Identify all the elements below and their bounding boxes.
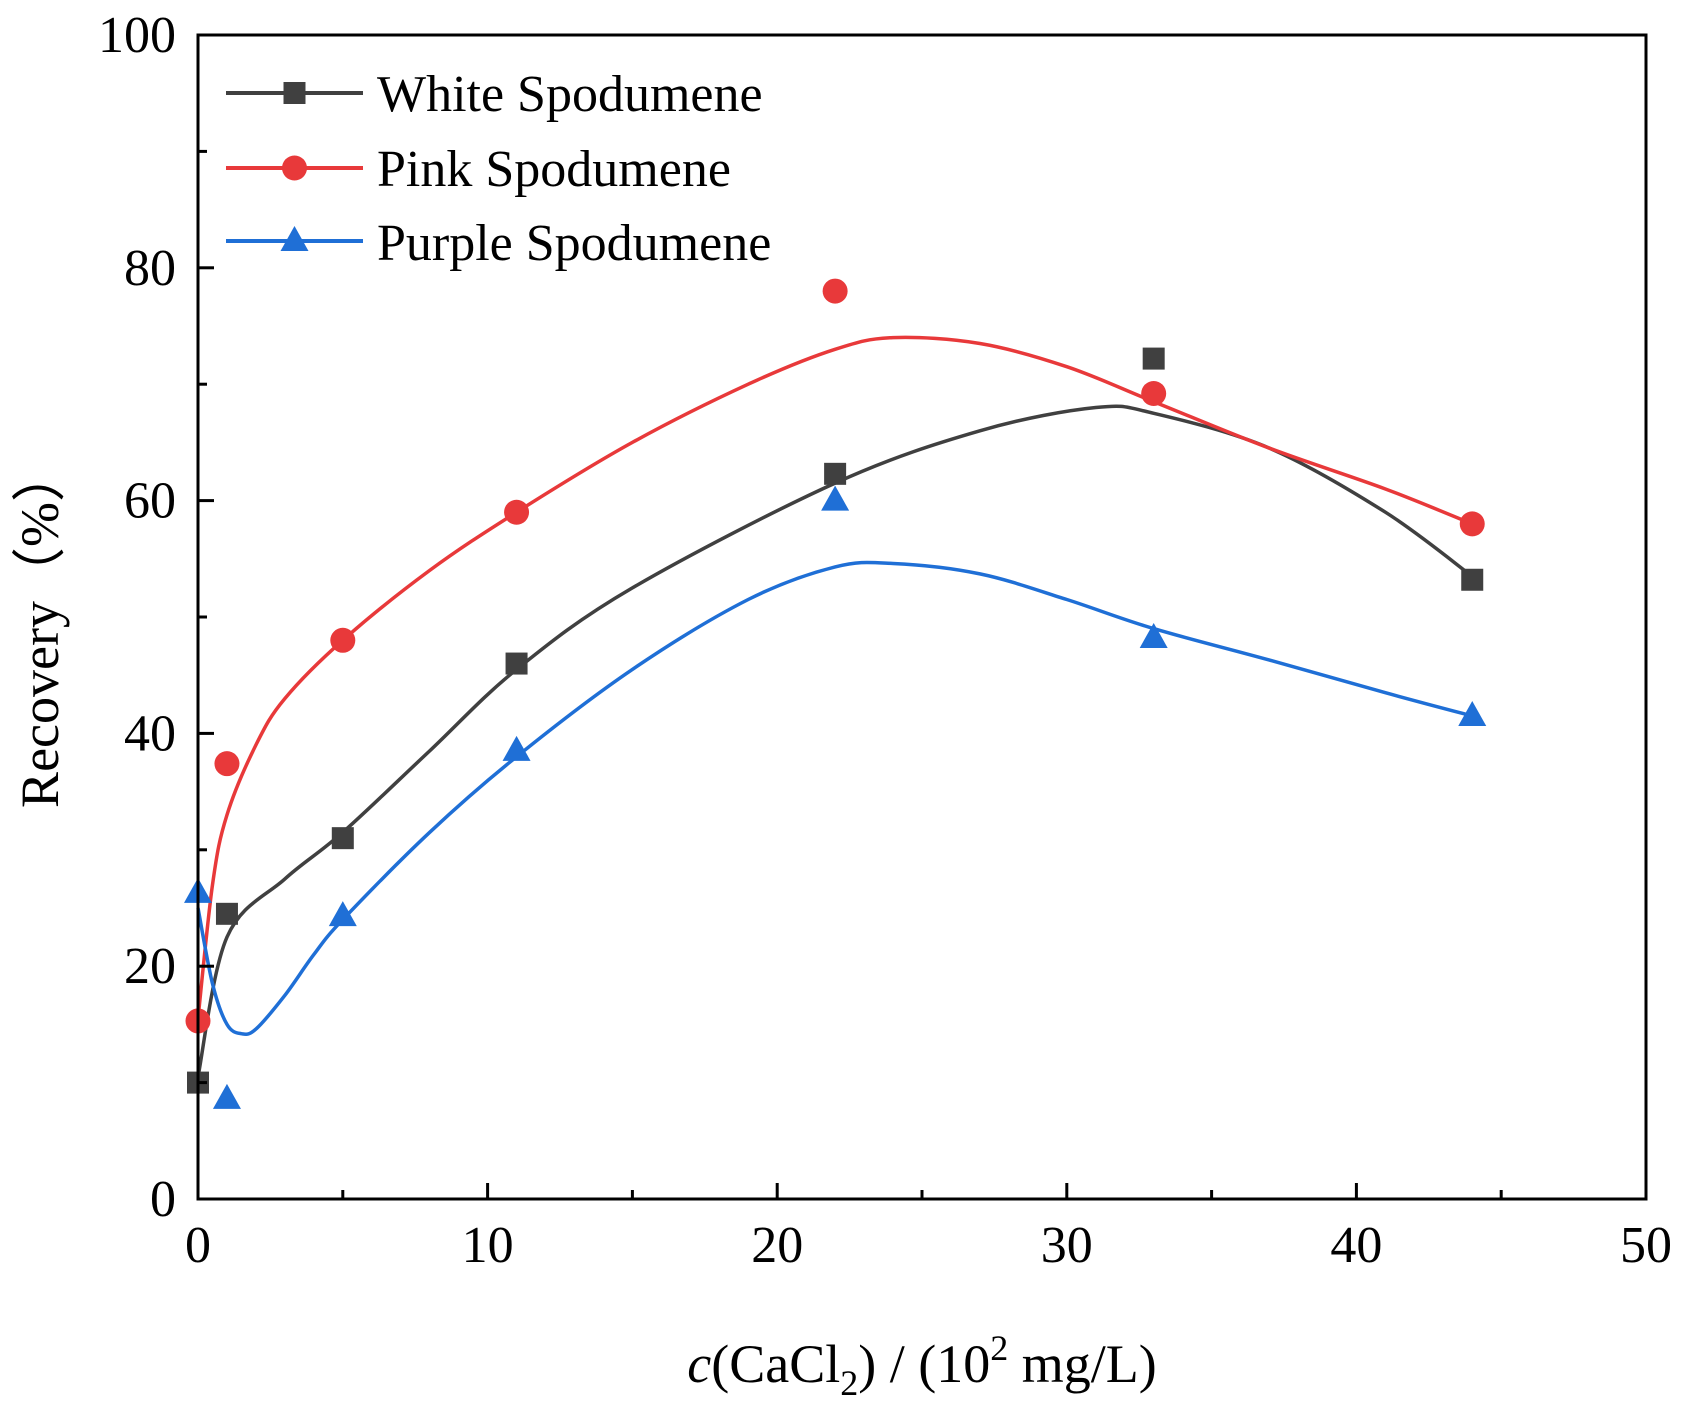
data-point-pink: [822, 278, 848, 304]
plot-area-frame: [196, 33, 1648, 1201]
legend-marker-shape-purple: [280, 226, 309, 251]
series-layer: [184, 278, 1487, 1109]
legend-marker-purple: [280, 226, 309, 251]
legend-item-pink: Pink Spodumene: [226, 141, 731, 198]
data-point-white: [824, 462, 847, 485]
series-white: [187, 347, 1484, 1094]
fit-curve-purple: [196, 560, 1473, 1037]
legend-marker-pink: [282, 155, 307, 181]
y-tick-label: 100: [98, 7, 176, 64]
data-point-purple: [502, 735, 531, 761]
x-tick-label: 30: [1041, 1217, 1093, 1274]
data-point-white: [1461, 568, 1484, 591]
data-point-pink: [214, 751, 240, 777]
x-axis-title-end: mg/L): [1008, 1334, 1156, 1394]
axis-ticks: 0 10 20 30 40 50 0 20 40 60 80 100: [98, 7, 1672, 1274]
fit-curve-pink: [196, 335, 1473, 1019]
y-tick-label: 80: [124, 240, 176, 297]
series-pink: [185, 278, 1485, 1034]
x-tick-label: 50: [1620, 1217, 1672, 1274]
x-tick-label: 40: [1330, 1217, 1382, 1274]
x-axis-title: c(CaCl2) / (102 mg/L): [687, 1328, 1156, 1403]
data-point-pink: [504, 499, 530, 525]
data-point-purple: [328, 901, 357, 927]
x-axis-title-italic: c: [687, 1334, 711, 1394]
legend-label-pink: Pink Spodumene: [377, 141, 731, 198]
legend-label-white: White Spodumene: [377, 66, 763, 123]
data-point-pink: [1459, 511, 1485, 537]
x-axis-title-open: (CaCl: [711, 1334, 840, 1394]
y-tick-label: 60: [124, 473, 176, 530]
legend-item-purple: Purple Spodumene: [226, 215, 771, 272]
data-point-purple: [212, 1083, 241, 1109]
data-point-pink: [330, 627, 356, 653]
x-tick-label: 10: [462, 1217, 514, 1274]
data-point-purple: [1139, 622, 1168, 648]
data-point-white: [215, 902, 238, 925]
legend-marker-shape-pink: [282, 155, 307, 181]
legend-label-purple: Purple Spodumene: [377, 215, 771, 272]
legend-marker-white: [283, 82, 306, 104]
y-tick-label: 40: [124, 705, 176, 762]
data-point-purple: [1458, 700, 1487, 726]
data-point-pink: [1141, 381, 1167, 407]
x-axis-title-sub: 2: [840, 1363, 858, 1403]
x-axis-title-sup: 2: [990, 1328, 1008, 1368]
legend: White Spodumene Pink Spodumene Purple Sp…: [226, 66, 771, 272]
data-point-white: [505, 652, 528, 675]
y-axis-title: Recovery（%）: [10, 448, 70, 808]
y-tick-label: 0: [150, 1171, 176, 1228]
data-point-white: [1142, 347, 1165, 370]
legend-item-white: White Spodumene: [226, 66, 763, 123]
x-tick-label: 20: [751, 1217, 803, 1274]
x-tick-label: 0: [185, 1217, 211, 1274]
data-point-purple: [821, 485, 850, 511]
x-axis-title-middle: ) / (10: [858, 1334, 990, 1394]
legend-marker-shape-white: [283, 82, 306, 104]
data-point-white: [331, 827, 354, 850]
y-tick-label: 20: [124, 938, 176, 995]
